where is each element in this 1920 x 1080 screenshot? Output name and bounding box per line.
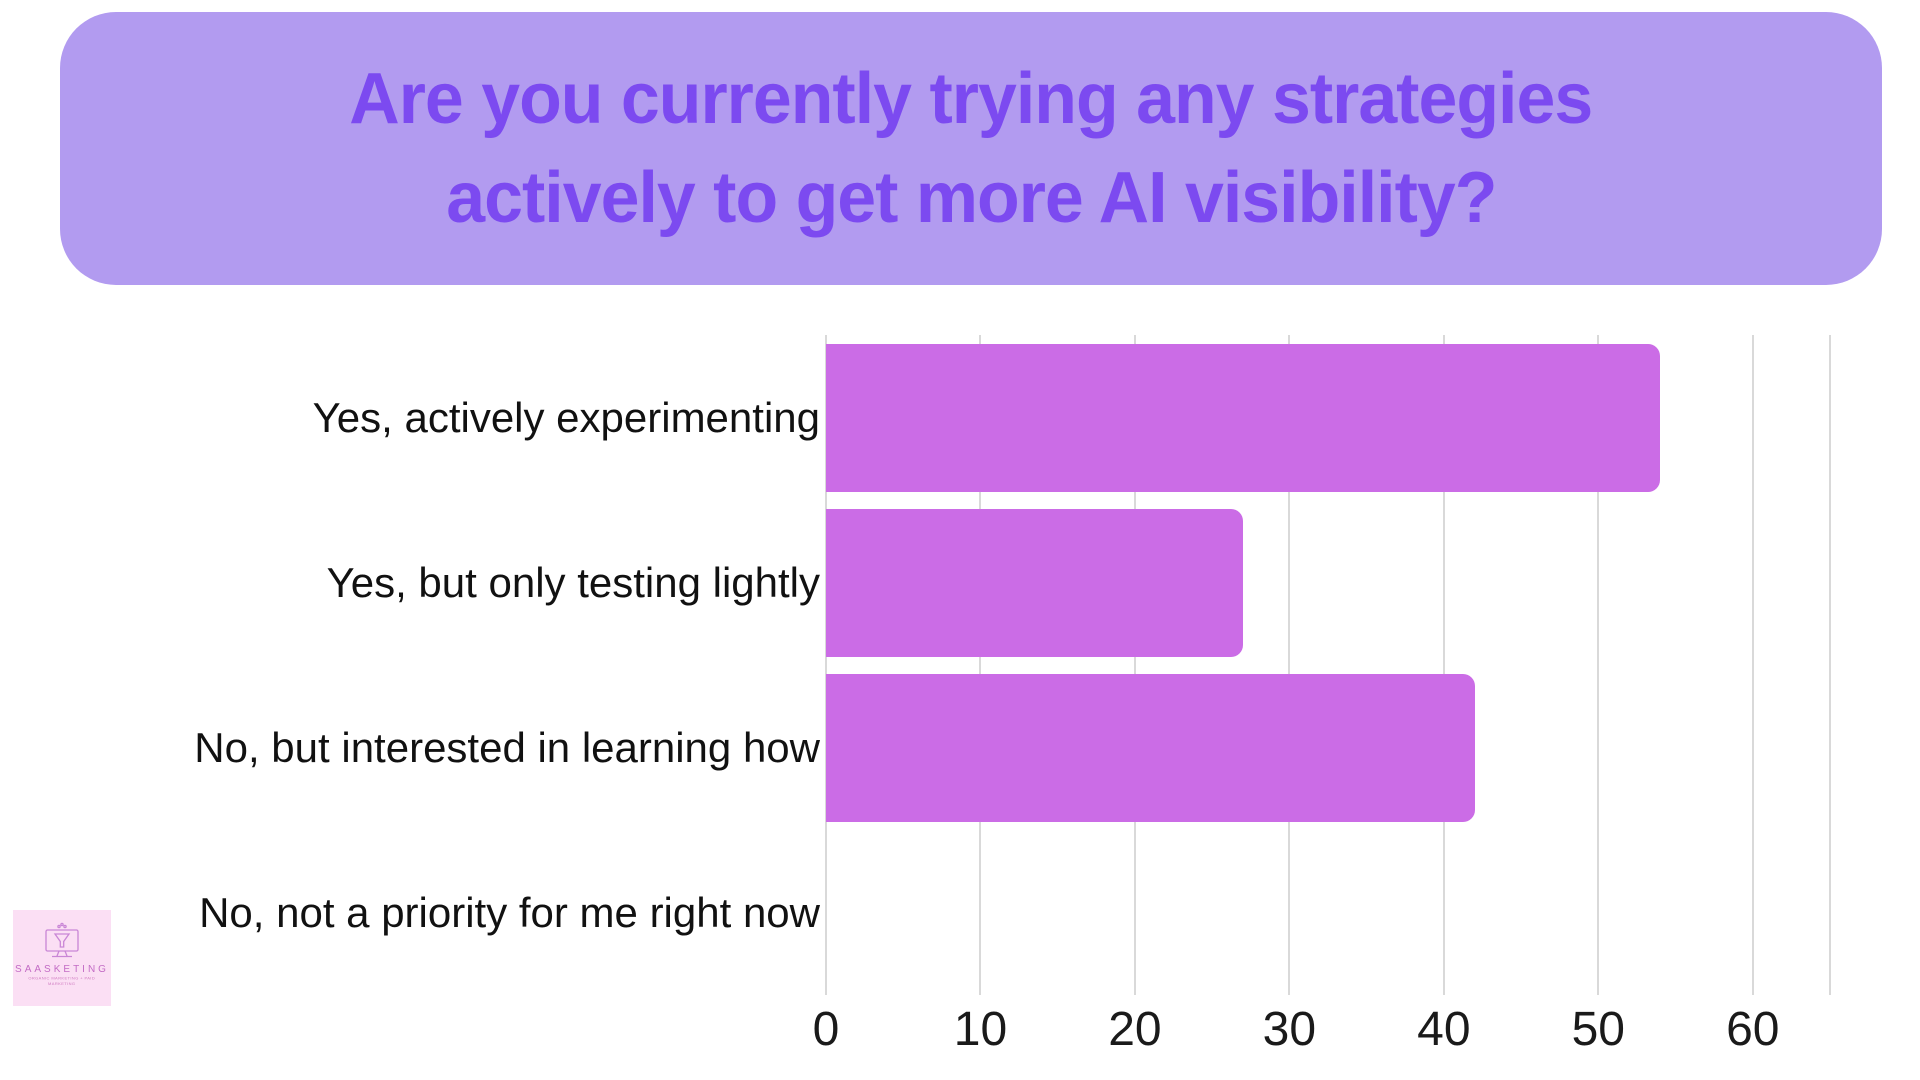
- gridline-x-60: [1751, 335, 1754, 995]
- bar: [826, 508, 1244, 657]
- bar-row: [826, 335, 1830, 500]
- gridline-x-50: [1597, 335, 1600, 995]
- bar: [826, 343, 1661, 492]
- bar: [826, 673, 1475, 822]
- gridline-x-40: [1442, 335, 1445, 995]
- gridline-x-0: [825, 335, 827, 995]
- x-tick-label-60: 60: [1726, 1003, 1780, 1056]
- category-label: No, but interested in learning how: [194, 723, 820, 771]
- monitor-funnel-icon: [45, 922, 79, 958]
- gridline-x-30: [1288, 335, 1291, 995]
- x-tick-label-20: 20: [1108, 1003, 1162, 1056]
- chart-title-line-2: actively to get more AI visibility?: [445, 157, 1497, 238]
- logo-wordmark: SAASKETING: [15, 964, 109, 975]
- chart-title-line-1: Are you currently trying any strategies: [349, 58, 1594, 139]
- x-tick-label-0: 0: [812, 1003, 840, 1056]
- logo-tagline-line-1: ORGANIC MARKETING + PAID: [28, 976, 96, 982]
- bar-row: [826, 830, 1830, 995]
- logo-tagline: ORGANIC MARKETING + PAID MARKETING: [29, 976, 96, 987]
- bar-row: [826, 665, 1830, 830]
- gridline-x-20: [1133, 335, 1136, 995]
- plot-right-edge-line: [1829, 335, 1831, 995]
- bar-row: [826, 500, 1830, 665]
- x-tick-label-50: 50: [1571, 1003, 1625, 1056]
- category-label: Yes, actively experimenting: [312, 393, 820, 441]
- category-axis: Yes, actively experimenting Yes, but only…: [60, 335, 820, 995]
- category-label: No, not a priority for me right now: [199, 888, 820, 936]
- category-label: Yes, but only testing lightly: [326, 558, 820, 606]
- gridline-x-10: [979, 335, 982, 995]
- brand-logo: SAASKETING ORGANIC MARKETING + PAID MARK…: [13, 910, 111, 1006]
- x-tick-label-40: 40: [1417, 1003, 1471, 1056]
- x-axis: 0 10 20 30 40 50 60: [813, 1002, 1830, 1062]
- logo-tagline-line-2: MARKETING: [48, 982, 76, 987]
- plot-area: [825, 335, 1831, 995]
- x-tick-label-30: 30: [1262, 1003, 1317, 1056]
- bar-layer: [826, 335, 1830, 995]
- title-banner: Are you currently trying any strategies …: [60, 12, 1882, 285]
- x-tick-label-10: 10: [953, 1003, 1008, 1056]
